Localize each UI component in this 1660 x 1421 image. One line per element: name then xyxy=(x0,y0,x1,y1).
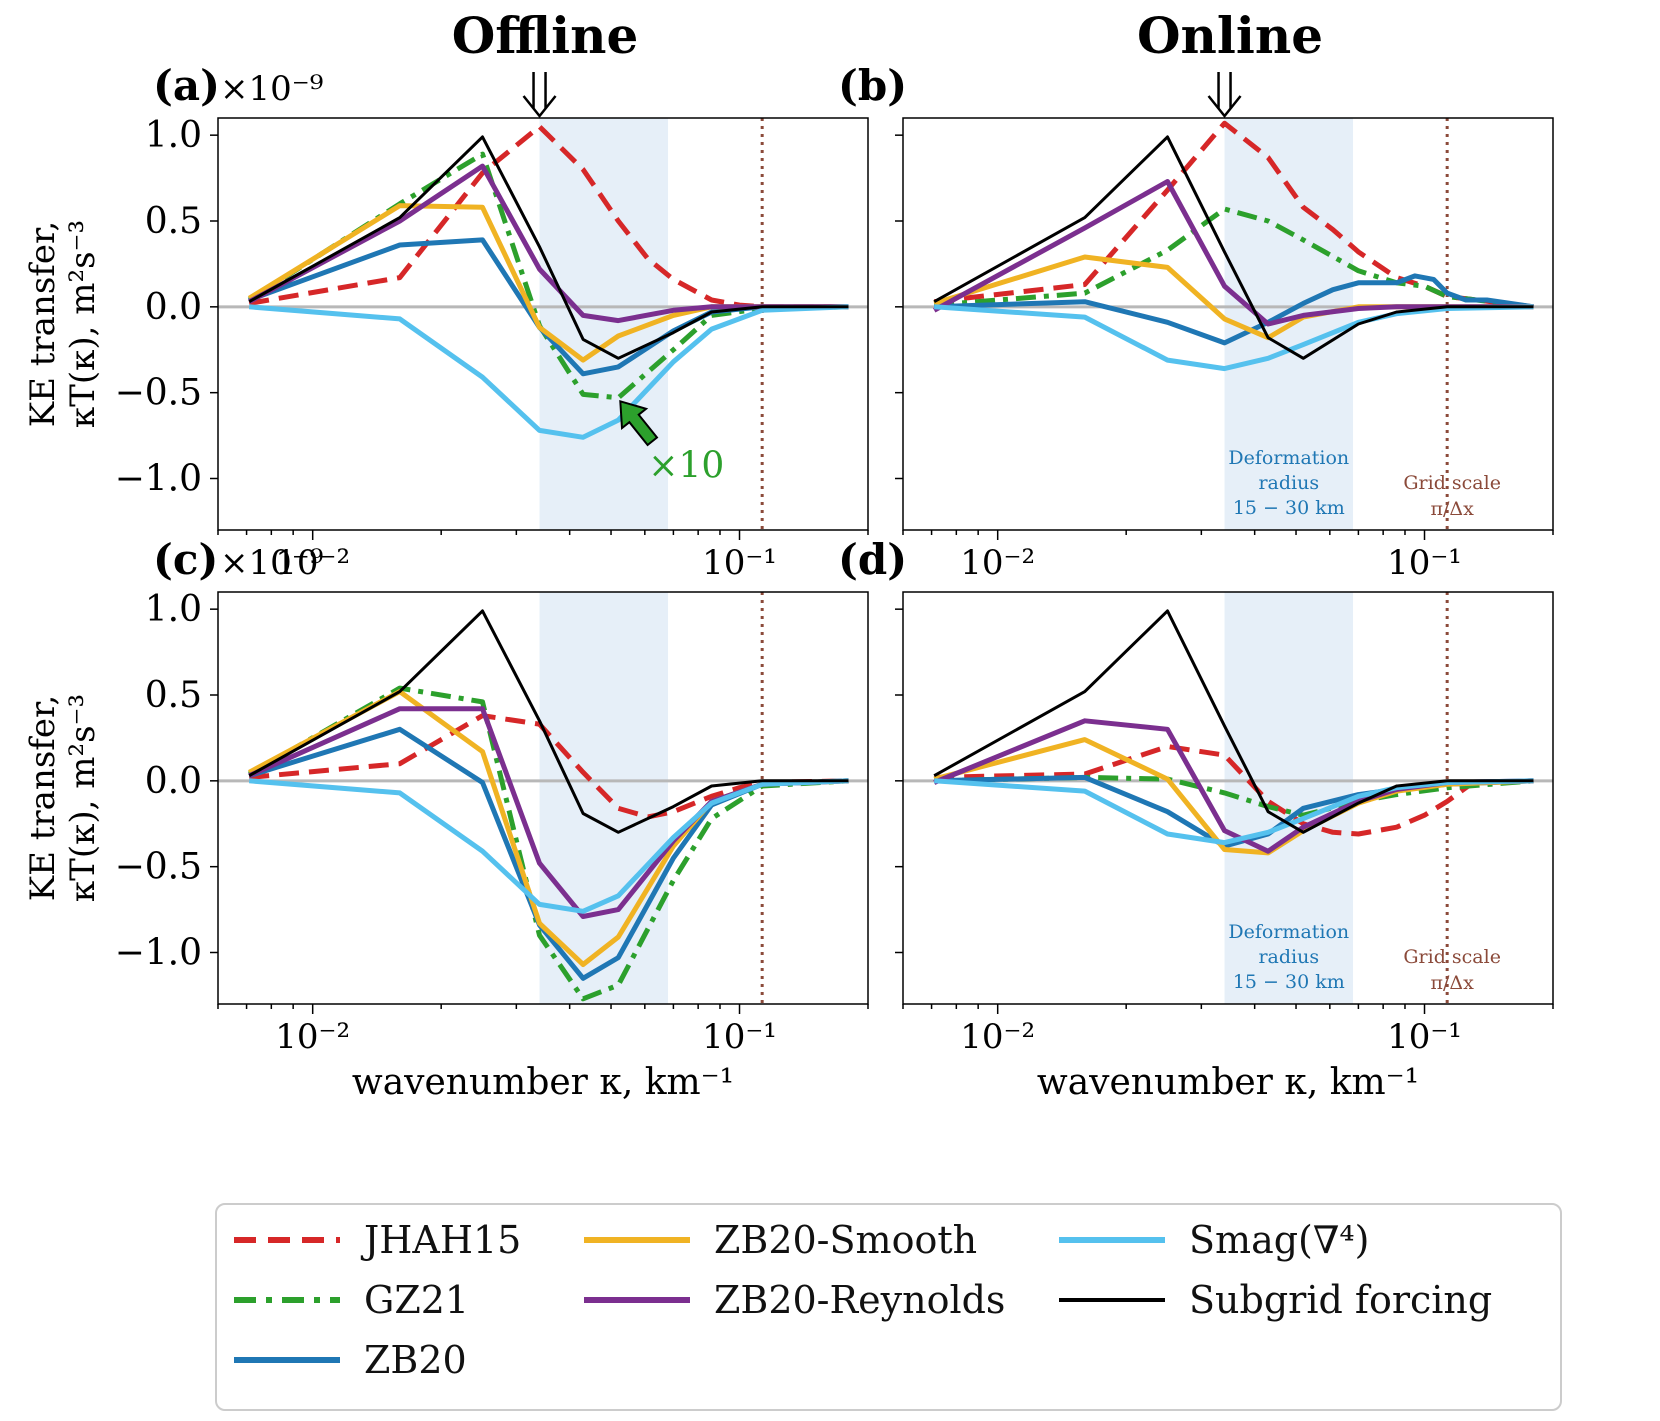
x-tick-label: 10⁻² xyxy=(275,543,350,583)
y-tick-label: 1.0 xyxy=(145,589,202,630)
deformation-label: Deformation xyxy=(1228,921,1349,943)
double-arrow-icon xyxy=(1207,72,1242,119)
x-axis-label: wavenumber κ, km⁻¹ xyxy=(1037,1062,1419,1103)
series-line-smag xyxy=(248,778,849,914)
legend-item-zb20-reynolds: ZB20-Reynolds xyxy=(582,1275,1005,1325)
legend-item-smag: Smag(∇⁴) xyxy=(1057,1215,1369,1265)
y-axis-label-line2: κT(κ), m²s⁻³ xyxy=(63,220,103,428)
grid-scale-label: π/Δx xyxy=(1431,972,1475,994)
y-tick-label: −0.5 xyxy=(115,373,202,414)
panel-label: (b) xyxy=(838,61,907,110)
legend-label: GZ21 xyxy=(364,1278,470,1322)
x-axis-label: wavenumber κ, km⁻¹ xyxy=(352,1062,734,1103)
legend-swatch xyxy=(234,1357,340,1363)
deformation-label: Deformation xyxy=(1228,447,1349,469)
legend-item-subgrid: Subgrid forcing xyxy=(1057,1275,1492,1325)
axes-frame xyxy=(902,591,1554,1005)
plot-area xyxy=(903,592,1553,1004)
deformation-band xyxy=(1224,592,1354,1004)
figure: 10⁻² 10⁻¹1.00.50.0−0.5−1.0(a) ×10⁻⁹KE tran… xyxy=(23,61,1554,1103)
y-axis-label-line2: κT(κ), m²s⁻³ xyxy=(63,694,103,902)
series-line-jhah15 xyxy=(248,713,849,820)
x-tick-label: 10⁻¹ xyxy=(702,543,777,583)
offset-text: ×10⁻⁹ xyxy=(220,69,323,109)
y-tick-label: −0.5 xyxy=(115,847,202,888)
panel-d: 10⁻² 10⁻¹ (d) wavenumber κ, km⁻¹ Deformation… xyxy=(838,535,1554,1103)
x-tick-label: 10⁻¹ xyxy=(1387,1017,1462,1057)
legend-swatch xyxy=(1059,1298,1165,1302)
grid-scale-label: Grid scale xyxy=(1403,472,1501,494)
series-line-smag xyxy=(934,778,1534,846)
series-line-smag xyxy=(934,304,1534,372)
column-title-online: Online xyxy=(1136,6,1324,65)
y-tick-label: 0.5 xyxy=(145,675,202,716)
legend-label: ZB20 xyxy=(364,1338,467,1382)
legend-label: ZB20-Smooth xyxy=(714,1218,978,1262)
legend-item-zb20-smooth: ZB20-Smooth xyxy=(582,1215,977,1265)
y-tick-label: 1.0 xyxy=(145,115,202,156)
offset-text: ×10⁻⁹ xyxy=(220,543,323,583)
legend-swatch xyxy=(234,1297,340,1303)
series-line-subgrid xyxy=(248,609,849,834)
y-tick-label: 0.0 xyxy=(145,287,202,328)
y-tick-label: −1.0 xyxy=(115,459,202,500)
axes-frame xyxy=(902,117,1554,531)
panel-b: 10⁻² 10⁻¹ (b) Deformation radius 15 − 30 km Gr… xyxy=(838,61,1554,583)
plot-area xyxy=(903,118,1553,530)
grid-scale-label: Grid scale xyxy=(1403,946,1501,968)
panel-label: (c) xyxy=(153,535,218,584)
series-line-gz21 xyxy=(247,685,849,1002)
axes-frame xyxy=(217,591,869,1005)
x10-arrow-icon xyxy=(619,399,659,447)
series-line-jhah15 xyxy=(934,744,1534,837)
deformation-label: radius xyxy=(1258,946,1319,968)
series-line-smag xyxy=(248,304,849,440)
deformation-label: radius xyxy=(1258,472,1319,494)
column-title-offline: Offline xyxy=(451,6,639,65)
x-tick-label: 10⁻¹ xyxy=(1387,543,1462,583)
legend-label: Smag(∇⁴) xyxy=(1189,1218,1370,1262)
y-axis-label-line1: KE transfer, xyxy=(23,695,63,902)
legend-label: ZB20-Reynolds xyxy=(714,1278,1006,1322)
grid-scale-label: π/Δx xyxy=(1431,498,1475,520)
deformation-label: 15 − 30 km xyxy=(1233,497,1345,519)
x10-annotation: ×10 xyxy=(648,445,724,486)
legend-swatch xyxy=(234,1237,340,1243)
legend-label: Subgrid forcing xyxy=(1189,1278,1493,1322)
panel-label: (a) xyxy=(153,61,220,110)
deformation-label: 15 − 30 km xyxy=(1233,971,1345,993)
plot-area xyxy=(218,592,868,1004)
series-line-subgrid xyxy=(933,609,1534,834)
y-tick-label: −1.0 xyxy=(115,933,202,974)
legend-swatch xyxy=(584,1297,690,1303)
legend-label: JHAH15 xyxy=(364,1218,522,1262)
panel-a: 10⁻² 10⁻¹1.00.50.0−0.5−1.0(a) ×10⁻⁹KE tran… xyxy=(23,61,869,583)
panel-label: (d) xyxy=(838,535,907,584)
double-arrow-icon xyxy=(522,72,557,119)
legend: JHAH15 GZ21 ZB20 ZB20-Smooth ZB20-Reynolds Sm… xyxy=(215,1203,1562,1411)
plot-area xyxy=(218,118,868,530)
x-tick-label: 10⁻² xyxy=(275,1017,350,1057)
axes-frame xyxy=(217,117,869,531)
series-line-subgrid xyxy=(248,135,849,360)
legend-item-zb20: ZB20 xyxy=(232,1335,467,1385)
x-tick-label: 10⁻¹ xyxy=(702,1017,777,1057)
y-axis-label-line1: KE transfer, xyxy=(23,221,63,428)
x-tick-label: 10⁻² xyxy=(960,543,1035,583)
y-tick-label: 0.5 xyxy=(145,201,202,242)
legend-swatch xyxy=(1059,1237,1165,1243)
legend-item-gz21: GZ21 xyxy=(232,1275,469,1325)
series-line-zb20-reynolds xyxy=(933,179,1534,327)
series-line-gz21 xyxy=(934,774,1534,818)
series-line-zb20 xyxy=(934,273,1534,346)
series-line-subgrid xyxy=(933,135,1534,360)
panel-c: 10⁻² 10⁻¹ 1.0 0.5 0.0 −0.5 −1.0 (c) ×10⁻⁹ KE tran… xyxy=(23,535,869,1103)
y-tick-label: 0.0 xyxy=(145,761,202,802)
series-line-zb20-reynolds xyxy=(248,163,849,324)
x-tick-label: 10⁻² xyxy=(960,1017,1035,1057)
legend-item-jhah15: JHAH15 xyxy=(232,1215,521,1265)
legend-swatch xyxy=(584,1237,690,1243)
